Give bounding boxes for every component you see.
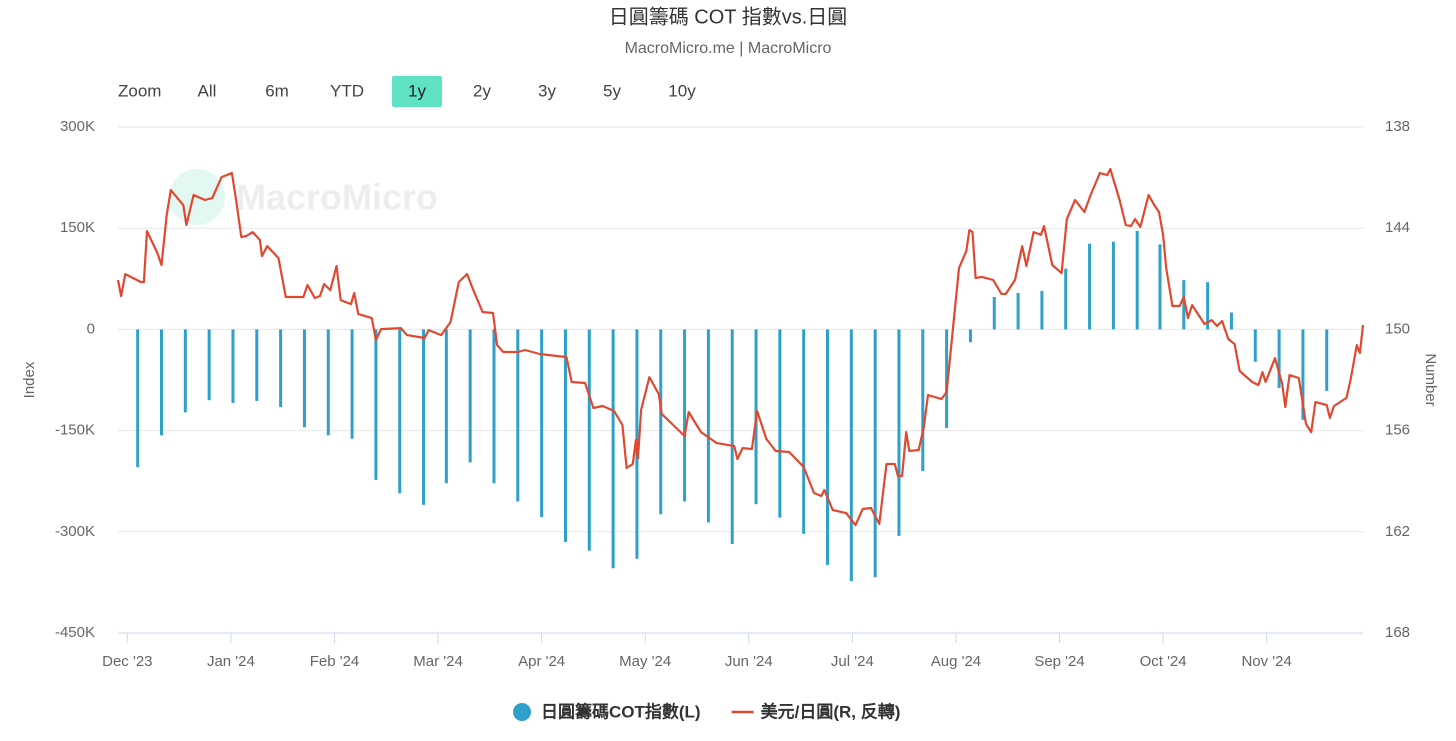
range-button[interactable]: YTD [330, 81, 364, 100]
bar [945, 329, 949, 428]
bar [183, 329, 187, 413]
bar [207, 329, 211, 401]
bar [1111, 241, 1115, 330]
x-tick-label: Jun '24 [725, 653, 773, 670]
x-tick-label: Oct '24 [1140, 653, 1187, 670]
bar [255, 329, 259, 401]
bar [778, 329, 782, 518]
x-tick-label: Jan '24 [207, 653, 255, 670]
bar [1253, 329, 1257, 362]
bar [826, 329, 830, 565]
range-button-bg[interactable] [392, 76, 442, 107]
watermark-text: MacroMicro [236, 177, 438, 218]
bar [279, 329, 283, 407]
x-tick-label: Mar '24 [413, 653, 463, 670]
bar [1040, 290, 1044, 330]
bar [1135, 230, 1139, 330]
range-button[interactable]: 3y [538, 81, 556, 100]
bar [492, 329, 496, 484]
bar [231, 329, 235, 403]
bar [1182, 280, 1186, 330]
bar [1229, 312, 1233, 330]
bar [1158, 244, 1162, 330]
bar [992, 297, 996, 330]
bar [1088, 243, 1092, 330]
range-button[interactable]: All [198, 81, 217, 100]
bar [1325, 329, 1329, 391]
bar [659, 329, 663, 515]
bar [1206, 282, 1210, 330]
bar [1064, 268, 1068, 330]
y2-axis-title: Number [1422, 353, 1439, 406]
bar [516, 329, 520, 502]
y-tick-label: -450K [55, 624, 95, 641]
bar [444, 329, 448, 484]
bar [587, 329, 591, 551]
y-tick-label: 300K [60, 118, 95, 135]
legend-label[interactable]: 美元/日圓(R, 反轉) [761, 701, 901, 721]
bar [468, 329, 472, 463]
y-tick-label: 0 [87, 320, 95, 337]
bar [849, 329, 853, 582]
chart-title: 日圓籌碼 COT 指數vs.日圓 [609, 5, 848, 28]
x-tick-label: Aug '24 [931, 653, 981, 670]
watermark: MacroMicro [169, 169, 438, 225]
bar [1016, 292, 1020, 330]
bar [540, 329, 544, 517]
bar [326, 329, 330, 436]
bar [873, 329, 877, 578]
x-tick-label: Apr '24 [518, 653, 565, 670]
bar [422, 329, 426, 505]
range-button[interactable]: 1y [408, 81, 426, 100]
x-tick-label: Feb '24 [310, 653, 360, 670]
zoom-label: Zoom [118, 81, 161, 100]
legend-label[interactable]: 日圓籌碼COT指數(L) [541, 701, 701, 721]
range-button[interactable]: 6m [265, 81, 289, 100]
bar [563, 329, 567, 542]
y2-tick-label: 168 [1385, 624, 1410, 641]
bar [897, 329, 901, 536]
x-tick-label: May '24 [619, 653, 671, 670]
y2-tick-label: 144 [1385, 219, 1410, 236]
legend: 日圓籌碼COT指數(L) 美元/日圓(R, 反轉) [513, 701, 900, 721]
bar [921, 329, 925, 472]
bar [968, 329, 972, 343]
bar [160, 329, 164, 436]
x-tick-label: Nov '24 [1241, 653, 1291, 670]
bar [374, 329, 378, 480]
y-tick-label: 150K [60, 219, 95, 236]
y-tick-label: -300K [55, 523, 95, 540]
bar [730, 329, 734, 544]
bar [350, 329, 354, 439]
bar [1277, 329, 1281, 389]
y2-tick-label: 156 [1385, 422, 1410, 439]
range-button[interactable]: 10y [668, 81, 696, 100]
y2-tick-label: 150 [1385, 320, 1410, 337]
y2-tick-label: 162 [1385, 523, 1410, 540]
x-tick-label: Sep '24 [1034, 653, 1084, 670]
x-tick-label: Dec '23 [102, 653, 152, 670]
bar [611, 329, 615, 569]
bar [398, 329, 402, 494]
bar [706, 329, 710, 523]
bar [302, 329, 306, 428]
range-button[interactable]: 5y [603, 81, 621, 100]
x-tick-label: Jul '24 [831, 653, 874, 670]
y-axis-title: Index [21, 361, 38, 398]
chart-subtitle: MacroMicro.me | MacroMicro [625, 40, 832, 57]
line [116, 167, 1365, 527]
bar [1301, 329, 1305, 420]
y-tick-label: -150K [55, 422, 95, 439]
bar [136, 329, 140, 468]
bar [802, 329, 806, 534]
legend-marker[interactable] [513, 703, 531, 721]
bar [683, 329, 687, 502]
range-button[interactable]: 2y [473, 81, 491, 100]
y2-tick-label: 138 [1385, 118, 1410, 135]
